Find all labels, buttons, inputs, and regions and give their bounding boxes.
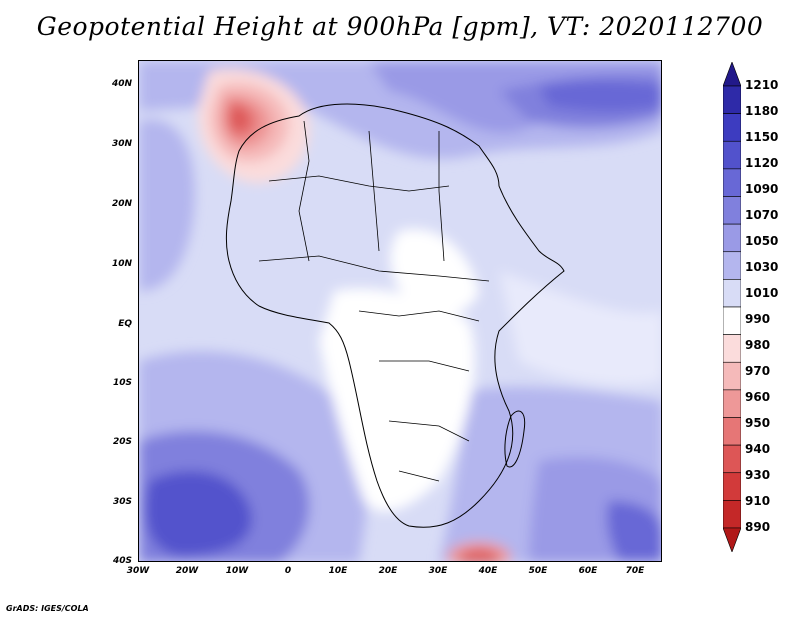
colorbar-label: 1180 [745, 104, 779, 118]
coastline [225, 103, 565, 528]
lon-label-10e: 10E [328, 566, 348, 576]
map-title: Geopotential Height at 900hPa [gpm], VT:… [36, 12, 764, 41]
colorbar-label: 1050 [745, 234, 779, 248]
colorbar-label: 960 [745, 390, 771, 404]
lat-label-40n: 40N [111, 79, 132, 89]
map-panel [138, 60, 662, 562]
colorbar-swatch [723, 85, 741, 114]
colorbar-label: 1120 [745, 156, 779, 170]
lat-label-20s: 20S [112, 437, 132, 447]
colorbar-label: 970 [745, 364, 771, 378]
colorbar-swatch [723, 361, 741, 391]
colorbar-swatch [723, 168, 741, 197]
lon-label-50e: 50E [528, 566, 548, 576]
colorbar-swatch [723, 472, 741, 501]
colorbar-label: 950 [745, 416, 771, 430]
lon-label-40e: 40E [478, 566, 498, 576]
lat-label-10s: 10S [112, 378, 132, 388]
colorbar-swatch [723, 223, 741, 253]
colorbar-swatch [723, 140, 741, 170]
lat-label-40s: 40S [112, 556, 132, 566]
lon-label-0: 0 [284, 566, 292, 576]
colorbar-swatch [723, 279, 741, 308]
colorbar-label: 890 [745, 520, 771, 534]
colorbar-label: 990 [745, 312, 771, 326]
colorbar-label: 1150 [745, 130, 779, 144]
colorbar-label: 1070 [745, 208, 779, 222]
colorbar-label: 1210 [745, 78, 779, 92]
colorbar-swatch [723, 500, 741, 529]
lon-label-20e: 20E [378, 566, 398, 576]
colorbar-swatch [723, 306, 741, 335]
colorbar-swatch [723, 417, 741, 446]
colorbar-swatch [723, 334, 741, 363]
lon-label-70e: 70E [625, 566, 645, 576]
colorbar-swatch [723, 444, 741, 474]
colorbar [723, 62, 741, 552]
lon-label-30w: 30W [126, 566, 150, 576]
colorbar-label: 930 [745, 468, 771, 482]
colorbar-bottom-arrow [723, 527, 741, 552]
geopotential-map [139, 61, 661, 561]
country-borders [258, 120, 490, 482]
colorbar-swatch [723, 389, 741, 418]
lat-label-30s: 30S [112, 497, 132, 507]
colorbar-label: 980 [745, 338, 771, 352]
colorbar-label: 1090 [745, 182, 779, 196]
grads-credit: GrADS: IGES/COLA [6, 604, 89, 613]
colorbar-label: 1010 [745, 286, 779, 300]
lon-label-10w: 10W [225, 566, 249, 576]
lat-label-10n: 10N [111, 259, 132, 269]
colorbar-swatch [723, 196, 741, 225]
field-shading [139, 61, 661, 561]
colorbar-swatch [723, 113, 741, 142]
colorbar-top-arrow [723, 62, 741, 87]
colorbar-swatch [723, 251, 741, 280]
lat-label-eq: EQ [118, 319, 132, 329]
colorbar-label: 940 [745, 442, 771, 456]
lon-label-20w: 20W [175, 566, 199, 576]
lon-label-60e: 60E [578, 566, 598, 576]
colorbar-label: 910 [745, 494, 771, 508]
lat-label-30n: 30N [111, 139, 132, 149]
colorbar-label: 1030 [745, 260, 779, 274]
lat-label-20n: 20N [111, 199, 132, 209]
lon-label-30e: 30E [428, 566, 448, 576]
